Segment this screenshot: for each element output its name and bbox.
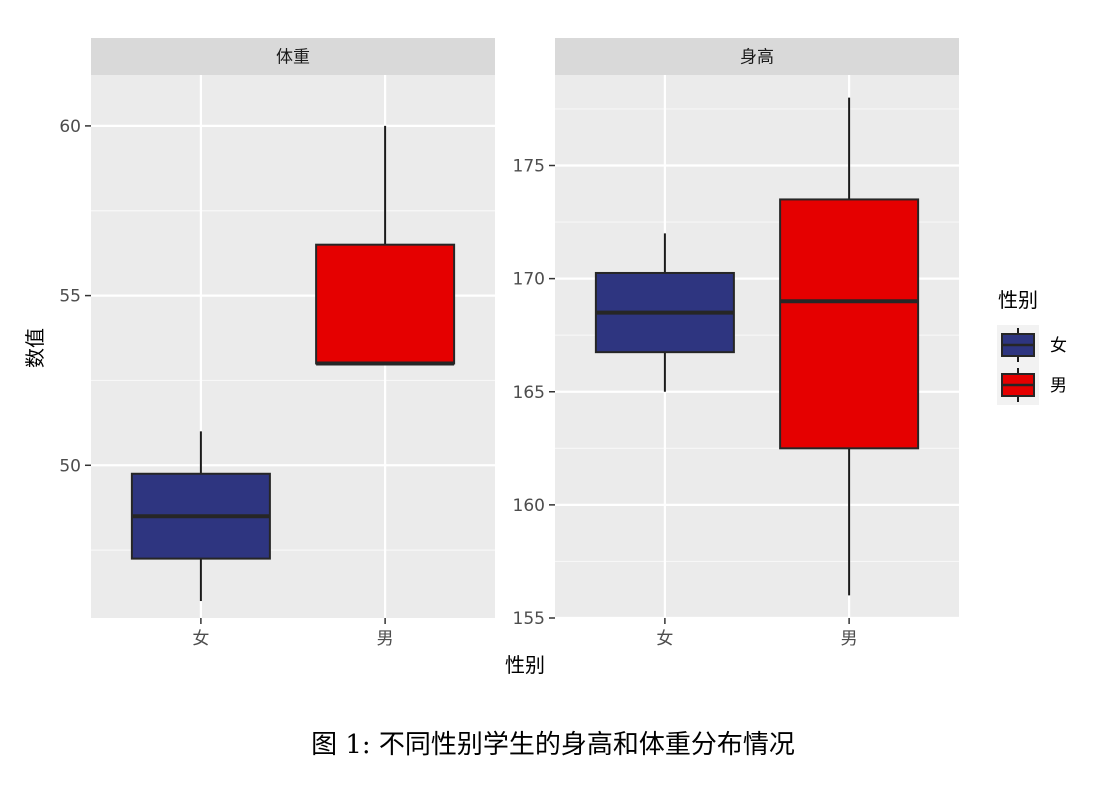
x-tick-label: 女 <box>656 629 673 649</box>
x-tick-label: 女 <box>192 629 209 649</box>
panel-strip-label: 身高 <box>740 48 774 68</box>
panel-strip <box>91 38 495 75</box>
y-tick-label: 60 <box>59 117 81 137</box>
y-tick-label: 160 <box>513 496 545 516</box>
panel-strip-label: 体重 <box>276 48 310 68</box>
y-tick-label: 55 <box>59 287 81 307</box>
x-axis-title: 性别 <box>505 653 545 677</box>
legend-label: 女 <box>1050 336 1067 356</box>
y-tick-label: 155 <box>513 609 545 629</box>
y-axis-title: 数值 <box>23 328 47 368</box>
x-tick-label: 男 <box>841 629 858 649</box>
legend-label: 男 <box>1050 376 1067 396</box>
y-tick-label: 50 <box>59 456 81 476</box>
x-tick-label: 男 <box>377 629 394 649</box>
figure-caption: 图 1: 不同性别学生的身高和体重分布情况 <box>311 730 795 760</box>
legend-title: 性别 <box>998 288 1038 312</box>
panel-strip <box>555 38 959 75</box>
box-男 <box>315 243 456 365</box>
y-tick-label: 165 <box>513 383 545 403</box>
box-男 <box>779 198 920 450</box>
y-tick-label: 175 <box>513 157 545 177</box>
y-tick-label: 170 <box>513 270 545 290</box>
